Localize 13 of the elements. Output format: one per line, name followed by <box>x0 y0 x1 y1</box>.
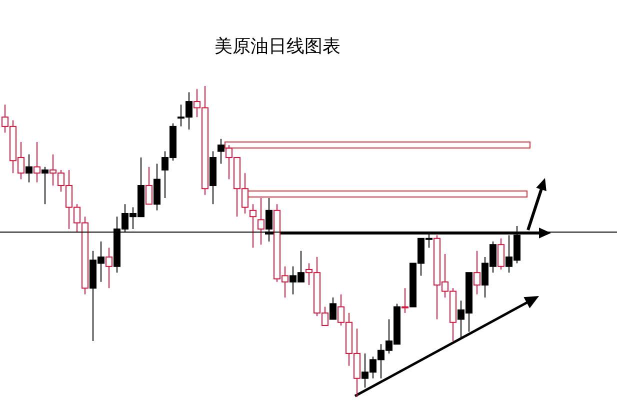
candlestick <box>258 197 264 246</box>
candlestick <box>402 288 408 314</box>
candlestick <box>218 138 224 164</box>
candlestick <box>498 238 504 270</box>
candlestick <box>26 154 32 183</box>
candlestick <box>474 250 480 295</box>
candlestick <box>42 166 48 205</box>
candlestick <box>106 247 112 289</box>
candlestick <box>34 141 40 183</box>
candlestick <box>250 204 256 248</box>
chart-title: 美原油日线图表 <box>214 35 342 58</box>
candlestick <box>146 166 152 205</box>
candlestick <box>330 296 336 320</box>
